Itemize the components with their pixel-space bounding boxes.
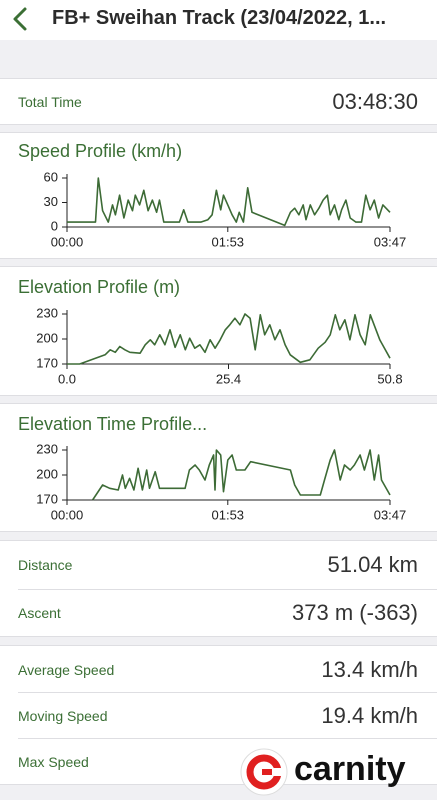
watermark-logo xyxy=(240,748,288,796)
row-value: 19.4 km/h xyxy=(321,703,418,728)
data-line xyxy=(91,449,391,501)
row-label: Total Time xyxy=(18,94,82,110)
row-label: Moving Speed xyxy=(18,708,108,724)
chart-card: Speed Profile (km/h) xyxy=(0,132,437,259)
stats-card: Average Speed 13.4 km/h Moving Speed 19.4 k… xyxy=(0,645,437,785)
x-tick-label: 01:53 xyxy=(212,507,245,522)
x-tick-label: 03:47 xyxy=(374,234,407,249)
back-button[interactable] xyxy=(10,6,30,32)
row-label: Average Speed xyxy=(18,662,115,678)
x-tick-label: 25.4 xyxy=(216,371,241,386)
row-value: 13.4 km/h xyxy=(321,657,418,682)
x-tick-label: 50.8 xyxy=(377,371,402,386)
watermark-text: carnity xyxy=(294,750,406,788)
row-separator xyxy=(18,692,437,693)
y-tick-label: 170 xyxy=(36,491,58,506)
chart-card: Elevation Profile (m) xyxy=(0,266,437,396)
row-value: 51.04 km xyxy=(327,552,419,577)
y-tick-label: 200 xyxy=(36,330,58,345)
data-line xyxy=(67,313,391,365)
watermark: carnity xyxy=(236,744,436,800)
y-tick-label: 230 xyxy=(36,441,58,456)
y-tick-label: 0 xyxy=(51,218,58,233)
row-value: 373 m (-363) xyxy=(292,599,418,625)
row-label: Ascent xyxy=(18,604,61,621)
total-time-card: Total Time 03:48:30 xyxy=(0,78,437,125)
chart-title: Elevation Time Profile... xyxy=(18,414,208,434)
y-tick-label: 30 xyxy=(44,194,58,209)
data-line xyxy=(67,177,391,227)
x-tick-label: 00:00 xyxy=(51,507,84,522)
chart-title: Elevation Profile (m) xyxy=(18,277,181,297)
y-tick-label: 170 xyxy=(36,355,58,370)
charts: 0 30 60 00:00 01:53 03:47 170 200 230 0.0 25.4 50.8… xyxy=(36,169,407,522)
row-value: 03:48:30 xyxy=(332,89,418,114)
y-tick-label: 230 xyxy=(36,305,58,320)
stats-card: Distance 51.04 km Ascent 373 m (-363) xyxy=(0,540,437,637)
nav-title: FB+ Sweihan Track (23/04/2022, 1... xyxy=(52,7,387,29)
back-chevron xyxy=(13,7,27,31)
x-tick-label: 01:53 xyxy=(212,234,245,249)
x-tick-label: 0.0 xyxy=(58,371,76,386)
row-separator xyxy=(18,588,437,590)
y-tick-label: 200 xyxy=(36,466,58,481)
chart-title: Speed Profile (km/h) xyxy=(18,141,183,161)
nav-bar: FB+ Sweihan Track (23/04/2022, 1... xyxy=(0,0,437,40)
x-tick-label: 03:47 xyxy=(374,507,407,522)
row-label: Distance xyxy=(18,557,73,573)
x-tick-label: 00:00 xyxy=(51,234,84,249)
row-separator xyxy=(18,738,437,739)
y-tick-label: 60 xyxy=(44,169,58,184)
row-label: Max Speed xyxy=(18,754,89,770)
